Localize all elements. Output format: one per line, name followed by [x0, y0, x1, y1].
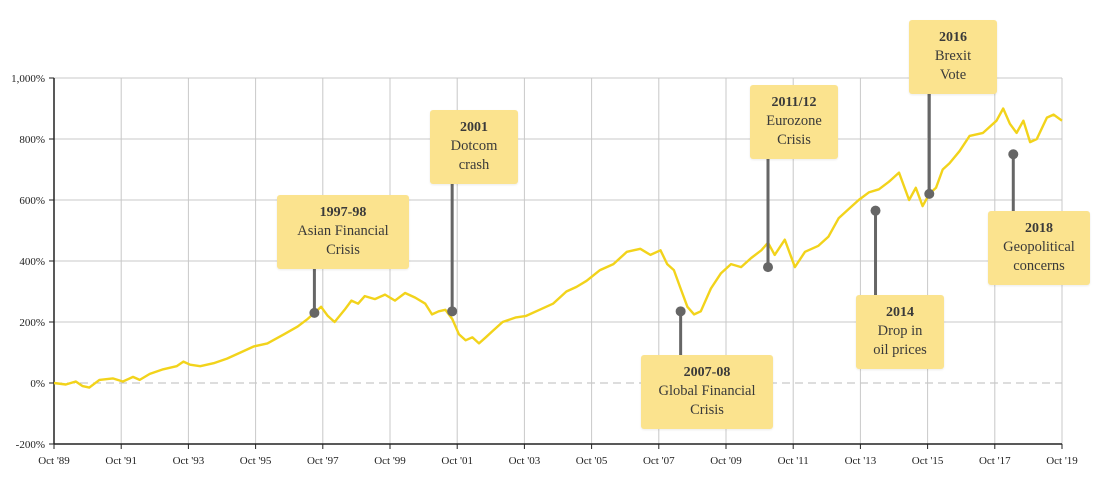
x-tick-label: Oct '03 [509, 455, 541, 467]
annotation-callout: 2018 Geopolitical concerns [988, 211, 1090, 285]
x-tick-label: Oct '09 [710, 455, 742, 467]
annotation-description: Dotcom crash [450, 138, 498, 173]
annotation-marker [447, 306, 458, 317]
annotation-year: 2011/12 [771, 95, 817, 110]
annotation-year: 1997-98 [319, 205, 367, 220]
y-tick-label: 600% [19, 195, 45, 207]
annotation-callout: 2016 Brexit Vote [909, 20, 997, 94]
x-tick-label: Oct '91 [105, 455, 137, 467]
annotation-callout: 2014 Drop in oil prices [856, 295, 944, 369]
series-line [53, 107, 1063, 389]
x-tick-label: Oct '99 [374, 455, 406, 467]
annotation-callout: 2001 Dotcom crash [430, 110, 518, 184]
series-layer [53, 107, 1063, 389]
annotation-year: 2014 [886, 305, 914, 320]
x-tick-label: Oct '17 [979, 455, 1011, 467]
y-tick-label: 800% [19, 134, 45, 146]
annotation-marker [870, 205, 881, 216]
annotation-description: Brexit Vote [934, 48, 972, 83]
axes [49, 77, 1063, 449]
x-tick-label: Oct '93 [173, 455, 205, 467]
annotation-year: 2007-08 [683, 365, 731, 380]
annotation-year: 2001 [460, 120, 488, 135]
annotation-callout: 1997-98 Asian Financial Crisis [277, 195, 409, 269]
annotation-description: Geopolitical concerns [1003, 239, 1075, 274]
x-tick-label: Oct '15 [912, 455, 944, 467]
y-tick-label: 0% [30, 378, 45, 390]
annotation-year: 2016 [939, 30, 967, 45]
x-tick-label: Oct '05 [576, 455, 608, 467]
grid-lines [54, 77, 1063, 444]
annotation-connectors [309, 94, 1019, 355]
y-tick-label: 200% [19, 317, 45, 329]
annotation-year: 2018 [1025, 221, 1053, 236]
x-tick-label: Oct '19 [1046, 455, 1078, 467]
annotation-marker [309, 307, 320, 318]
x-tick-label: Oct '07 [643, 455, 675, 467]
x-tick-label: Oct '95 [240, 455, 272, 467]
y-axis-tick-labels: -200% 0% 200% 400% 600% 800% 1,000% [11, 73, 45, 451]
x-tick-label: Oct '13 [845, 455, 877, 467]
y-tick-label: -200% [16, 439, 45, 451]
annotation-description: Eurozone Crisis [766, 113, 822, 148]
y-tick-label: 1,000% [11, 73, 45, 85]
annotation-callout: 2007-08 Global Financial Crisis [641, 355, 773, 429]
annotation-marker [1008, 149, 1019, 160]
x-tick-label: Oct '11 [778, 455, 809, 467]
annotation-marker [675, 306, 686, 317]
x-tick-label: Oct '89 [38, 455, 70, 467]
x-axis-tick-labels: Oct '89 Oct '91 Oct '93 Oct '95 Oct '97 Oct '… [38, 455, 1078, 467]
annotation-description: Global Financial Crisis [658, 383, 756, 418]
x-tick-label: Oct '01 [441, 455, 473, 467]
annotation-description: Drop in oil prices [873, 323, 927, 358]
annotation-description: Asian Financial Crisis [297, 223, 389, 258]
y-tick-label: 400% [19, 256, 45, 268]
annotation-marker [763, 262, 773, 273]
x-tick-label: Oct '97 [307, 455, 339, 467]
annotation-callout: 2011/12 Eurozone Crisis [750, 85, 838, 159]
annotation-marker [924, 188, 935, 199]
